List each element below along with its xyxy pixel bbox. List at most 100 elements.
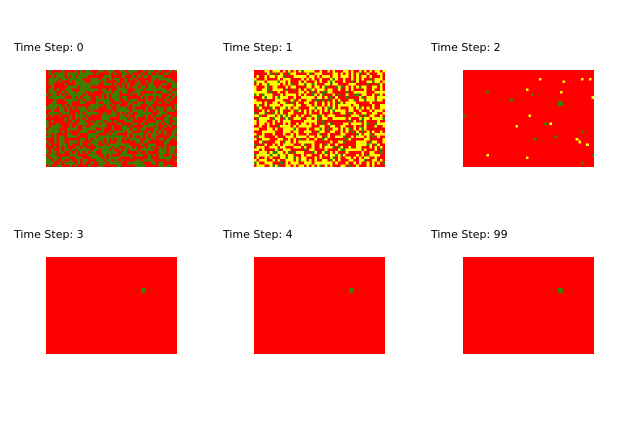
cell [285, 106, 289, 110]
cell [108, 75, 112, 78]
cell [129, 72, 133, 76]
cell [280, 93, 283, 97]
cell [72, 85, 75, 89]
cell [288, 130, 291, 133]
cell [145, 151, 149, 154]
cell [269, 151, 273, 154]
cell [87, 88, 91, 91]
cell [309, 117, 312, 120]
cell [56, 125, 60, 128]
cell [366, 132, 370, 136]
cell [153, 161, 157, 165]
cell [161, 77, 164, 81]
cell [335, 135, 338, 139]
cell [103, 114, 107, 118]
cell [303, 109, 307, 112]
cell [322, 88, 325, 91]
cell [316, 98, 320, 102]
cell [301, 90, 304, 94]
cell [264, 151, 268, 154]
cell [329, 125, 333, 128]
cell [269, 93, 273, 97]
cell [114, 111, 117, 115]
cell [80, 114, 83, 118]
cell [309, 135, 312, 139]
cell [280, 138, 283, 141]
cell [121, 109, 125, 112]
cell [264, 75, 268, 78]
cell [316, 127, 320, 131]
cell [335, 143, 338, 146]
cell [129, 119, 133, 123]
cell [327, 80, 330, 84]
cell [153, 130, 157, 133]
cell [163, 119, 167, 123]
cell [169, 114, 172, 118]
cell [324, 85, 328, 89]
cell [340, 117, 344, 120]
cell [51, 114, 54, 118]
cell [369, 145, 372, 149]
cell [69, 93, 73, 97]
cell [129, 70, 133, 73]
cell [53, 159, 57, 162]
cell [340, 135, 344, 139]
cell [174, 106, 177, 110]
cell [374, 85, 378, 89]
cell [61, 130, 65, 133]
cell [301, 75, 304, 78]
cell [277, 83, 281, 86]
cell [332, 109, 336, 112]
cell [364, 85, 367, 89]
cell [69, 125, 73, 128]
cell [153, 117, 157, 120]
cell [369, 114, 372, 118]
cell [345, 88, 349, 91]
cell [132, 127, 136, 131]
cell [280, 96, 283, 99]
cell [364, 156, 367, 160]
cell [309, 85, 312, 89]
cell [340, 148, 344, 152]
cell [369, 77, 372, 81]
cell [101, 119, 104, 123]
cell [127, 85, 130, 89]
cell [277, 96, 281, 99]
cell [80, 140, 83, 144]
cell [137, 159, 141, 162]
cell [116, 88, 120, 91]
cell [140, 161, 143, 165]
cell [61, 138, 65, 141]
cell [285, 135, 289, 139]
cell [285, 151, 289, 154]
cell [282, 77, 286, 81]
cell [280, 114, 283, 118]
cell [114, 156, 117, 160]
cell [145, 111, 149, 115]
cell [588, 77, 592, 81]
cell [174, 117, 177, 120]
cell [314, 151, 317, 154]
cell [87, 111, 91, 115]
cell [322, 104, 325, 107]
cell [98, 156, 102, 160]
cell [90, 125, 94, 128]
cell [379, 90, 383, 94]
cell [377, 117, 380, 120]
cell [85, 122, 88, 126]
cell [311, 75, 315, 78]
cell [74, 72, 78, 76]
cell [111, 138, 115, 141]
cell [272, 101, 275, 105]
cell [314, 161, 317, 165]
cell [377, 119, 380, 123]
cell [353, 119, 357, 123]
cell [306, 104, 310, 107]
cell [61, 106, 65, 110]
cell [366, 164, 370, 167]
cell [301, 140, 304, 144]
cell [358, 159, 362, 162]
cell [124, 98, 128, 102]
cell [277, 98, 281, 102]
cell [51, 151, 54, 154]
